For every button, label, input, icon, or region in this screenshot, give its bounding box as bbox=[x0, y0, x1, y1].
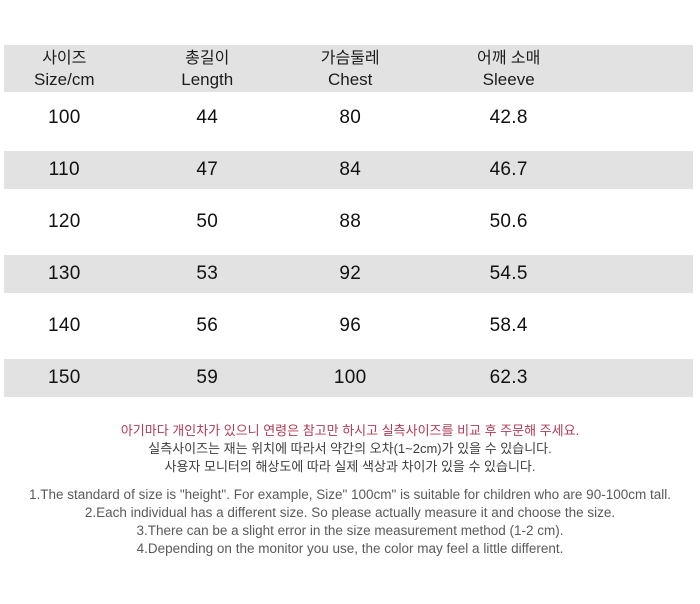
cell-length: 47 bbox=[196, 159, 219, 180]
header-cell-length: 총길이 Length bbox=[125, 45, 290, 92]
notes-section: 아기마다 개인차가 있으니 연령은 참고만 하시고 실측사이즈를 비교 후 주문… bbox=[0, 422, 700, 558]
cell-length: 50 bbox=[196, 211, 219, 232]
size-chart-table: 사이즈 Size/cm 총길이 Length 가슴둘레 Chest 어깨 소매 … bbox=[4, 45, 693, 397]
note-highlight-korean: 아기마다 개인차가 있으니 연령은 참고만 하시고 실측사이즈를 비교 후 주문… bbox=[120, 423, 580, 438]
cell-sleeve: 58.4 bbox=[489, 315, 528, 336]
header-label-sleeve-ko: 어깨 소매 bbox=[477, 49, 541, 67]
cell-sleeve: 62.3 bbox=[489, 367, 528, 388]
table-row: 130 53 92 54.5 bbox=[4, 255, 693, 293]
cell-size: 110 bbox=[48, 159, 80, 180]
cell-length: 56 bbox=[196, 315, 219, 336]
header-cell-chest: 가슴둘레 Chest bbox=[290, 45, 411, 92]
table-row: 100 44 80 42.8 bbox=[4, 92, 693, 144]
note-korean-line: 사용자 모니터의 해상도에 따라 실제 색상과 차이가 있을 수 있습니다. bbox=[164, 459, 536, 474]
table-row: 140 56 96 58.4 bbox=[4, 300, 693, 352]
header-cell-size: 사이즈 Size/cm bbox=[4, 45, 125, 92]
notes-english-block: 1.The standard of size is "height". For … bbox=[0, 486, 700, 558]
header-label-size-ko: 사이즈 bbox=[42, 49, 87, 67]
size-chart-page: 사이즈 Size/cm 총길이 Length 가슴둘레 Chest 어깨 소매 … bbox=[0, 45, 700, 558]
table-row: 110 47 84 46.7 bbox=[4, 151, 693, 189]
header-label-sleeve-en: Sleeve bbox=[482, 69, 535, 89]
note-english-line: 1.The standard of size is "height". For … bbox=[29, 487, 671, 502]
cell-size: 140 bbox=[47, 315, 81, 336]
cell-size: 130 bbox=[47, 263, 81, 284]
cell-sleeve: 42.8 bbox=[489, 107, 528, 128]
cell-size: 100 bbox=[47, 107, 81, 128]
table-header-row: 사이즈 Size/cm 총길이 Length 가슴둘레 Chest 어깨 소매 … bbox=[4, 45, 693, 92]
cell-size: 150 bbox=[47, 367, 81, 388]
cell-sleeve: 46.7 bbox=[489, 159, 528, 180]
cell-chest: 100 bbox=[333, 367, 367, 388]
cell-chest: 80 bbox=[339, 107, 362, 128]
table-row: 120 50 88 50.6 bbox=[4, 196, 693, 248]
table-row: 150 59 100 62.3 bbox=[4, 359, 693, 397]
cell-sleeve: 54.5 bbox=[489, 263, 528, 284]
note-english-line: 3.There can be a slight error in the siz… bbox=[136, 523, 564, 538]
cell-length: 44 bbox=[196, 107, 219, 128]
cell-sleeve: 50.6 bbox=[489, 211, 528, 232]
cell-chest: 96 bbox=[339, 315, 362, 336]
cell-length: 53 bbox=[196, 263, 219, 284]
header-label-length-ko: 총길이 bbox=[185, 49, 230, 67]
header-cell-sleeve: 어깨 소매 Sleeve bbox=[410, 45, 606, 92]
cell-size: 120 bbox=[47, 211, 81, 232]
header-label-length-en: Length bbox=[181, 69, 234, 89]
cell-chest: 92 bbox=[339, 263, 362, 284]
header-spacer-cell bbox=[607, 45, 693, 92]
header-label-size-en: Size/cm bbox=[34, 69, 95, 89]
note-korean-line: 실측사이즈는 재는 위치에 따라서 약간의 오차(1~2cm)가 있을 수 있습… bbox=[148, 441, 552, 456]
header-label-chest-ko: 가슴둘레 bbox=[320, 49, 380, 67]
cell-chest: 84 bbox=[339, 159, 362, 180]
cell-length: 59 bbox=[196, 367, 219, 388]
note-english-line: 2.Each individual has a different size. … bbox=[84, 505, 616, 520]
cell-chest: 88 bbox=[339, 211, 362, 232]
header-label-chest-en: Chest bbox=[327, 69, 373, 89]
note-english-line: 4.Depending on the monitor you use, the … bbox=[136, 541, 564, 556]
